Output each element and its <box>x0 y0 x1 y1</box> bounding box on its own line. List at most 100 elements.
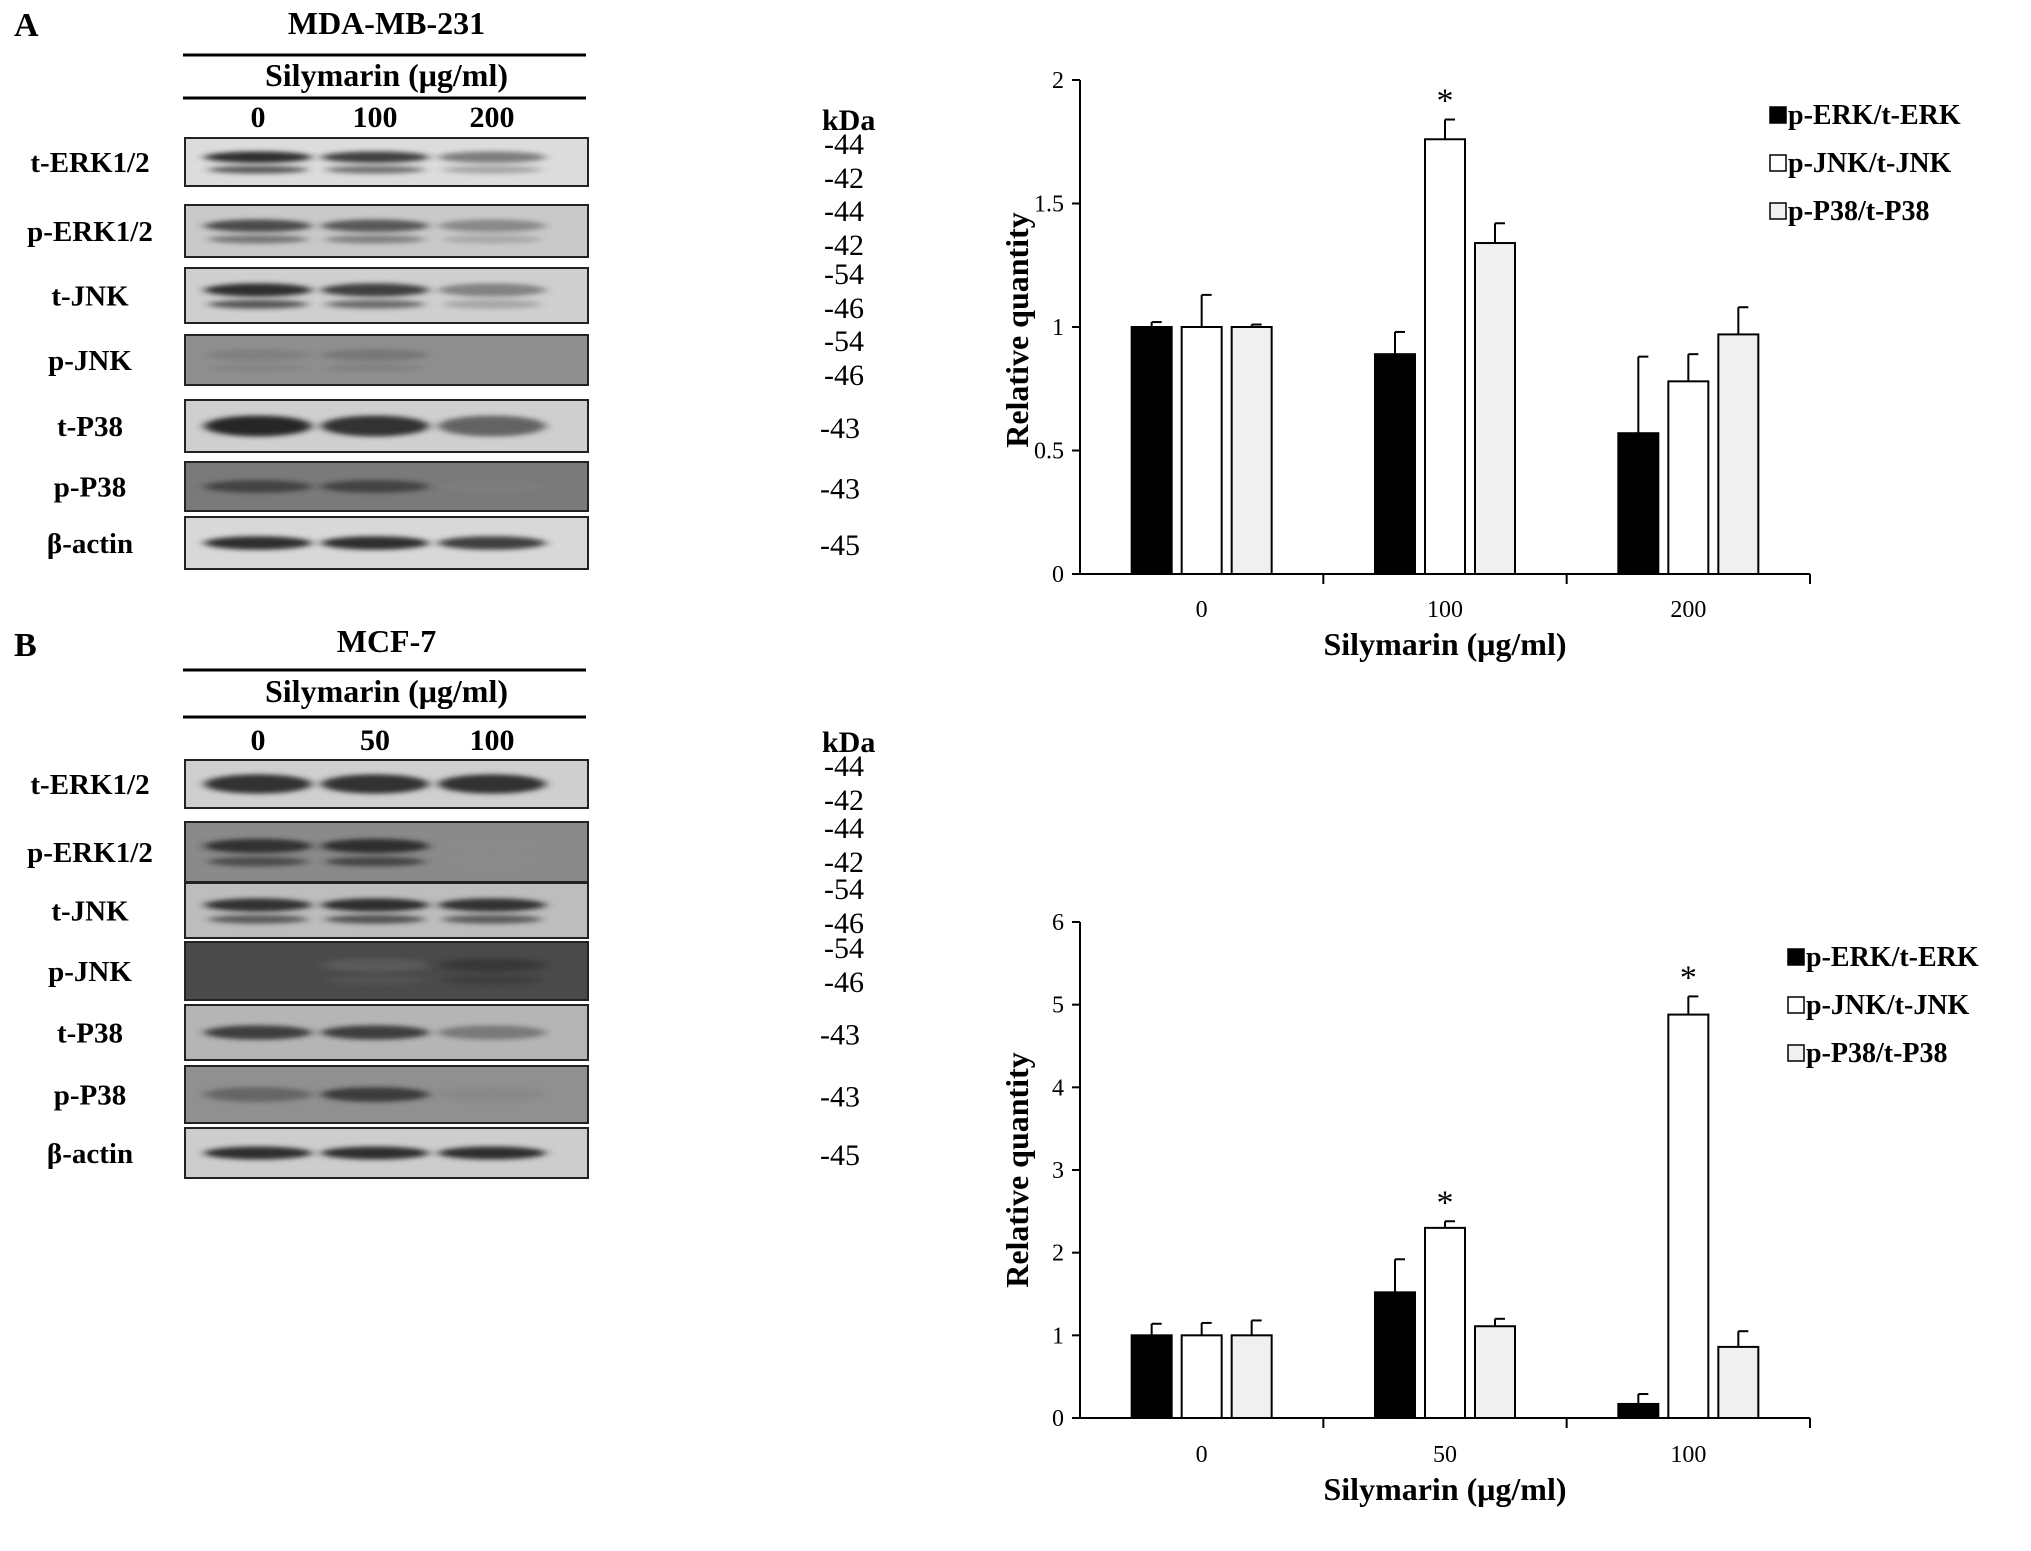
protein-label: p-ERK1/2 <box>27 216 153 248</box>
y-tick-label: 1 <box>1052 315 1064 341</box>
kda-marker: -45 <box>820 1139 860 1172</box>
protein-label: t-JNK <box>51 281 129 313</box>
bar <box>1424 1226 1466 1420</box>
bar <box>1230 326 1273 575</box>
legend-swatch <box>1769 202 1787 220</box>
protein-band <box>325 364 425 372</box>
x-axis-title: Silymarin (μg/ml) <box>1323 626 1566 662</box>
protein-band <box>321 219 429 233</box>
protein-band <box>438 151 546 163</box>
protein-label: p-JNK <box>48 956 132 988</box>
bar <box>1617 432 1660 575</box>
protein-band <box>321 415 429 437</box>
bar <box>1180 1334 1223 1420</box>
panel-letter: A <box>14 7 39 44</box>
kda-marker: -44 <box>824 195 864 228</box>
kda-marker: -44 <box>824 750 864 783</box>
kda-marker: -54 <box>824 258 864 291</box>
protein-band <box>204 415 312 437</box>
kda-marker: -46 <box>824 966 864 999</box>
significance-asterisk: * <box>1437 1184 1454 1221</box>
protein-label: t-JNK <box>51 896 129 928</box>
y-tick-label: 2 <box>1052 1241 1064 1267</box>
protein-band <box>208 165 308 174</box>
dose-label: 100 <box>470 724 515 757</box>
protein-band <box>321 1087 429 1102</box>
y-tick-label: 4 <box>1052 1075 1064 1101</box>
protein-band <box>204 898 312 912</box>
x-axis-title: Silymarin (μg/ml) <box>1323 1471 1566 1507</box>
protein-band <box>204 536 312 550</box>
y-tick-label: 2 <box>1052 68 1064 94</box>
protein-band <box>438 283 546 297</box>
blot-row: p-P38 -43 <box>54 1065 860 1124</box>
protein-band <box>321 480 429 493</box>
protein-label: p-P38 <box>54 1080 127 1112</box>
protein-band <box>442 165 542 174</box>
bar <box>1474 1325 1516 1419</box>
protein-band <box>321 1025 429 1040</box>
protein-band <box>325 235 425 244</box>
protein-band <box>204 1025 312 1040</box>
protein-label: β-actin <box>47 1138 133 1170</box>
blot-row: p-ERK1/2 -44-42 <box>27 195 864 262</box>
protein-band <box>208 856 308 867</box>
y-tick-label: 1.5 <box>1034 192 1064 218</box>
blot-row: t-JNK -54-46 <box>51 873 864 940</box>
y-tick-label: 5 <box>1052 993 1064 1019</box>
blot-row: p-JNK -54-46 <box>48 932 864 1001</box>
treatment-label: Silymarin (μg/ml) <box>265 673 508 709</box>
protein-band <box>204 1146 312 1160</box>
protein-band <box>438 838 546 854</box>
dose-label: 200 <box>470 101 515 134</box>
treatment-label: Silymarin (μg/ml) <box>265 57 508 93</box>
legend-label: p-P38/t-P38 <box>1788 196 1930 227</box>
kda-marker: -44 <box>824 812 864 845</box>
y-tick-label: 1 <box>1052 1323 1064 1349</box>
protein-label: t-ERK1/2 <box>30 147 149 179</box>
legend-label: p-JNK/t-JNK <box>1788 148 1952 179</box>
protein-band <box>438 1146 546 1160</box>
protein-band <box>438 774 546 794</box>
bar <box>1230 1334 1273 1420</box>
protein-band <box>325 165 425 174</box>
y-tick-label: 3 <box>1052 1158 1064 1184</box>
kda-marker: -43 <box>820 473 860 506</box>
protein-band <box>204 774 312 794</box>
kda-marker: -42 <box>824 846 864 879</box>
legend-swatch <box>1787 1044 1805 1062</box>
bar <box>1374 353 1416 576</box>
y-tick-label: 6 <box>1052 910 1064 936</box>
protein-band <box>438 536 546 550</box>
protein-label: t-ERK1/2 <box>30 769 149 801</box>
y-axis-title: Relative quantity <box>999 212 1035 448</box>
dose-label: 0 <box>251 724 266 757</box>
bar <box>1424 138 1466 575</box>
protein-band <box>204 1087 312 1102</box>
dose-label: 0 <box>251 101 266 134</box>
bar <box>1717 333 1760 575</box>
cell-line-label: MCF-7 <box>337 623 437 659</box>
cell-line-label: MDA-MB-231 <box>288 5 485 41</box>
legend-swatch <box>1769 154 1787 172</box>
bar <box>1717 1345 1760 1419</box>
protein-band <box>442 914 542 924</box>
blot-row: t-P38 -43 <box>57 1004 860 1061</box>
legend-swatch <box>1787 996 1805 1014</box>
bar <box>1374 1291 1416 1420</box>
protein-band <box>204 480 312 493</box>
protein-band <box>321 349 429 361</box>
protein-band <box>208 914 308 924</box>
legend-swatch <box>1769 106 1787 124</box>
bar <box>1617 1402 1660 1419</box>
x-tick-label: 100 <box>1670 1442 1706 1468</box>
blot-row: t-P38 -43 <box>57 399 860 453</box>
kda-marker: -43 <box>820 1019 860 1052</box>
dose-label: 50 <box>360 724 390 757</box>
kda-marker: -54 <box>824 932 864 965</box>
blot-row: β-actin -45 <box>47 516 860 570</box>
protein-band <box>438 480 546 493</box>
kda-marker: -46 <box>824 907 864 940</box>
bar <box>1180 326 1223 575</box>
